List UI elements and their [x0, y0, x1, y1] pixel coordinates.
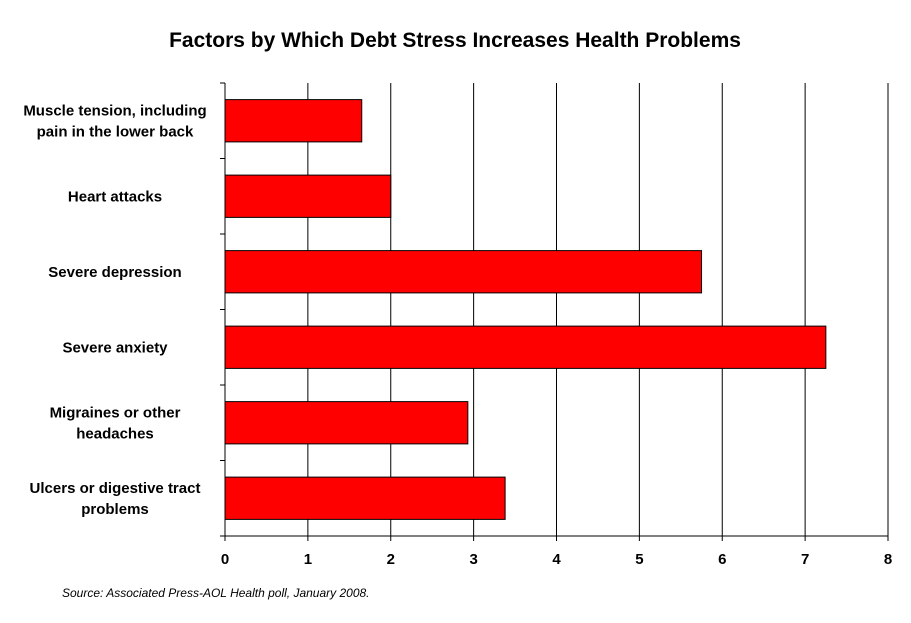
source-note: Source: Associated Press-AOL Health poll…: [62, 586, 370, 600]
plot-area: 0 1 2 3 4 5 6 7 8 Muscle tension, including pain i…: [23, 82, 892, 568]
x-tick-label: 5: [635, 551, 643, 568]
category-label-line: Migraines or other: [50, 404, 181, 421]
category-label-line: Severe anxiety: [62, 339, 168, 356]
bar: [224, 401, 469, 445]
category-label-line: headaches: [76, 425, 154, 442]
category-label-line: pain in the lower back: [37, 123, 194, 140]
bar: [224, 476, 506, 520]
category-label-line: Severe depression: [48, 264, 181, 281]
bar: [224, 325, 827, 369]
bar: [224, 99, 363, 143]
category-label: Severe anxiety: [62, 339, 168, 356]
category-label: Muscle tension, including pain in the low…: [23, 102, 206, 140]
category-label: Ulcers or digestive tract problems: [30, 480, 201, 518]
x-tick-label: 0: [221, 551, 229, 568]
category-label: Heart attacks: [68, 188, 162, 205]
x-tick-label: 6: [718, 551, 726, 568]
category-label-line: Ulcers or digestive tract: [30, 480, 201, 497]
category-label-line: problems: [81, 501, 149, 518]
x-tick-label: 8: [884, 551, 892, 568]
x-tick-label: 3: [469, 551, 477, 568]
x-tick-label: 7: [801, 551, 809, 568]
x-tick-label: 2: [387, 551, 395, 568]
chart-title: Factors by Which Debt Stress Increases H…: [169, 29, 741, 52]
x-tick-label: 1: [304, 551, 312, 568]
bar: [224, 250, 703, 294]
x-tick-label: 4: [552, 551, 561, 568]
category-label-line: Muscle tension, including: [23, 102, 206, 119]
category-label: Migraines or other headaches: [50, 404, 181, 442]
category-label: Severe depression: [48, 264, 181, 281]
bar: [224, 174, 392, 218]
category-label-line: Heart attacks: [68, 188, 162, 205]
